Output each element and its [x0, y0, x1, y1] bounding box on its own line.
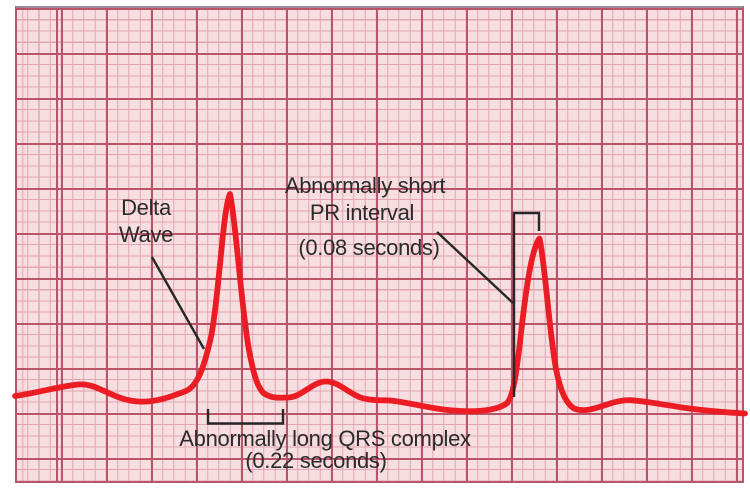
pr-interval-label-line1: Abnormally short [284, 173, 446, 198]
pr-interval-label-line2: PR interval [309, 200, 415, 225]
qrs-complex-label-line1: Abnormally long QRS complex [179, 426, 471, 451]
delta-wave-label-line1: Delta [121, 195, 171, 220]
delta-wave-label-line2: Wave [118, 222, 174, 247]
pr-interval-label-line3: (0.08 seconds) [298, 235, 440, 260]
qrs-complex-label-line2: (0.22 seconds) [245, 448, 387, 473]
